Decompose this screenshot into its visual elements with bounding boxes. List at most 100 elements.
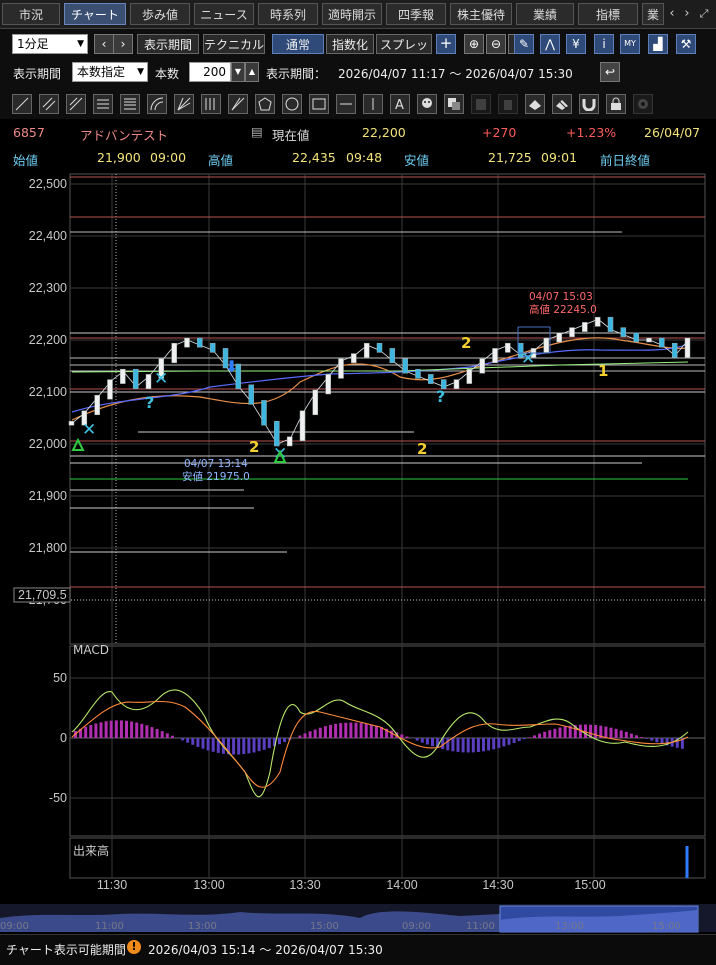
- macd-bar: [202, 738, 205, 749]
- signal-markers: ✕ ✕ ? ⬇ 2 ✕ 2 ? 2 ✕ 1: [73, 327, 608, 464]
- hline-icon[interactable]: [336, 94, 356, 114]
- price-chart[interactable]: 22,500 22,400 22,300 22,200 22,100 22,00…: [0, 172, 716, 934]
- document-icon[interactable]: ▤: [251, 124, 263, 139]
- current-price-label: 現在値: [272, 125, 310, 144]
- tab-prev-icon[interactable]: ‹: [665, 5, 679, 23]
- fibonacci-icon[interactable]: [120, 94, 140, 114]
- pentagon-icon[interactable]: [255, 94, 275, 114]
- eraser-icon[interactable]: [525, 94, 545, 114]
- rectangle-icon[interactable]: [309, 94, 329, 114]
- zoom-in-icon[interactable]: ⊕: [464, 34, 484, 54]
- macd-bar: [263, 738, 266, 750]
- add-icon[interactable]: +: [436, 34, 456, 54]
- gann-icon[interactable]: [228, 94, 248, 114]
- high-note-value: 高値 22245.0: [529, 303, 597, 316]
- area-chart-icon[interactable]: ▟: [648, 34, 668, 54]
- tab-market[interactable]: 市況: [2, 3, 60, 25]
- quote-date: 26/04/07: [644, 125, 700, 140]
- candle: [659, 338, 664, 347]
- price-tick: 21,800: [29, 541, 67, 555]
- macd-bar: [105, 721, 108, 738]
- gear-icon[interactable]: [633, 94, 653, 114]
- time-tick: 15:00: [574, 878, 605, 892]
- normal-mode-button[interactable]: 通常: [272, 34, 324, 54]
- macd-bar: [446, 738, 449, 750]
- my-indicator-icon[interactable]: MY: [620, 34, 640, 54]
- prev-interval-button[interactable]: ‹: [94, 34, 114, 54]
- cross-marker-icon: ✕: [82, 420, 96, 440]
- macd-bar: [140, 724, 143, 738]
- volume-panel-frame: [70, 838, 705, 878]
- paste-icon[interactable]: [471, 94, 491, 114]
- tab-ticks[interactable]: 歩み値: [130, 3, 190, 25]
- index-mode-button[interactable]: 指数化: [326, 34, 374, 54]
- copy-icon[interactable]: [444, 94, 464, 114]
- fan-icon[interactable]: [174, 94, 194, 114]
- tab-indicators[interactable]: 指標: [578, 3, 638, 25]
- lock-icon[interactable]: [606, 94, 626, 114]
- low-note-time: 04/07 13:14: [184, 458, 248, 470]
- count-input[interactable]: 200: [189, 62, 231, 82]
- macd-bar: [94, 724, 97, 739]
- macd-bar: [145, 725, 148, 738]
- yen-icon[interactable]: ¥: [566, 34, 586, 54]
- hand-icon[interactable]: [498, 94, 518, 114]
- eraser-all-icon[interactable]: [552, 94, 572, 114]
- macd-bar: [278, 738, 281, 744]
- macd-bar: [365, 724, 368, 738]
- candle: [326, 374, 331, 394]
- tab-timeseries[interactable]: 時系列: [258, 3, 318, 25]
- reset-icon[interactable]: ↩: [600, 62, 620, 82]
- macd-bar: [120, 720, 123, 738]
- macd-bar: [156, 729, 159, 738]
- technical-button[interactable]: テクニカル: [203, 34, 265, 54]
- next-interval-button[interactable]: ›: [113, 34, 133, 54]
- info-icon[interactable]: i: [594, 34, 614, 54]
- tab-next-icon[interactable]: ›: [680, 5, 694, 23]
- trendline-icon[interactable]: [12, 94, 32, 114]
- draw-pen-icon[interactable]: ✎: [514, 34, 534, 54]
- tab-chart[interactable]: チャート: [64, 3, 126, 25]
- smiley-icon[interactable]: [417, 94, 437, 114]
- macd-bar: [451, 738, 454, 751]
- zoom-out-icon[interactable]: ⊖: [486, 34, 506, 54]
- display-period-button[interactable]: 表示期間: [137, 34, 199, 54]
- macd-bar: [426, 738, 429, 744]
- candle: [544, 338, 549, 352]
- tab-more[interactable]: 業: [642, 3, 664, 25]
- macd-bar: [329, 725, 332, 738]
- macd-bar: [615, 729, 618, 738]
- count-mode-select[interactable]: 本数指定▼: [72, 62, 148, 82]
- price-change-pct: +1.23%: [566, 125, 616, 140]
- parallel-lines-icon[interactable]: [66, 94, 86, 114]
- low-time: 09:01: [541, 150, 577, 165]
- text-icon[interactable]: A: [390, 94, 410, 114]
- signal-icon[interactable]: ⋀: [540, 34, 560, 54]
- tab-earnings[interactable]: 業績: [516, 3, 574, 25]
- macd-bar: [518, 738, 521, 741]
- horizontal-lines-icon[interactable]: [93, 94, 113, 114]
- arc-icon[interactable]: [147, 94, 167, 114]
- vertical-lines-icon[interactable]: [201, 94, 221, 114]
- tab-shikiho[interactable]: 四季報: [386, 3, 446, 25]
- candle: [95, 395, 100, 415]
- popout-icon[interactable]: ⤢: [697, 5, 711, 23]
- channel-icon[interactable]: [39, 94, 59, 114]
- circle-icon[interactable]: [282, 94, 302, 114]
- count-down-icon[interactable]: ▼: [231, 62, 245, 82]
- macd-bar: [543, 732, 546, 738]
- macd-line: [72, 690, 688, 797]
- interval-select[interactable]: 1分足▼: [12, 34, 88, 54]
- candle: [428, 374, 433, 383]
- tab-benefits[interactable]: 株主優待: [450, 3, 512, 25]
- macd-bar: [258, 738, 261, 751]
- count-up-icon[interactable]: ▲: [245, 62, 259, 82]
- vline-icon[interactable]: [363, 94, 383, 114]
- magnet-icon[interactable]: [579, 94, 599, 114]
- candle: [493, 348, 498, 362]
- macd-bar: [355, 723, 358, 738]
- settings-wrench-icon[interactable]: ⚒: [676, 34, 696, 54]
- spread-mode-button[interactable]: スプレッド: [376, 34, 432, 54]
- tab-news[interactable]: ニュース: [194, 3, 254, 25]
- tab-disclosure[interactable]: 適時開示: [322, 3, 382, 25]
